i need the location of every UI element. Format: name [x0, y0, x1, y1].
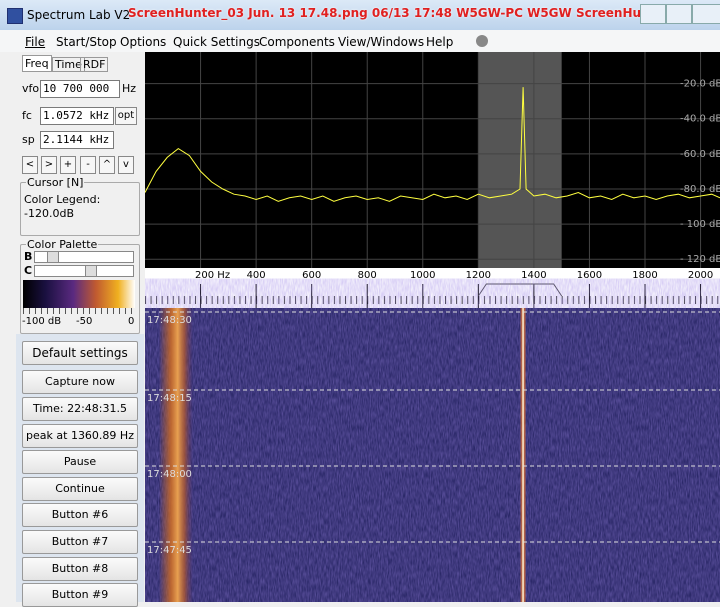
field-label: vfo	[22, 82, 39, 95]
palette-scale: 0	[128, 316, 134, 327]
x-tick-label: 600	[302, 270, 321, 281]
x-tick-label: 400	[247, 270, 266, 281]
nav-button[interactable]: <	[22, 156, 38, 174]
palette-scale: -100 dB	[22, 316, 61, 327]
menu-item[interactable]: File	[25, 35, 45, 49]
y-tick-label: -60.0 dB	[680, 149, 720, 160]
time-label: 17:48:00	[147, 469, 192, 480]
nav-button[interactable]: v	[118, 156, 134, 174]
menu-bar: File Start/Stop Options Quick Settings C…	[0, 30, 720, 52]
button[interactable]: Continue	[22, 477, 138, 501]
menu-item[interactable]: Help	[426, 35, 453, 49]
x-tick-label: 800	[358, 270, 377, 281]
nav-button[interactable]: -	[80, 156, 96, 174]
fc-input[interactable]: 1.0572 kHz	[40, 107, 114, 125]
waterfall-band	[159, 308, 193, 602]
menu-item[interactable]: Options	[120, 35, 166, 49]
spectrum-view: -20.0 dB -40.0 dB -60.0 dB -80.0 dB - 100 dB…	[145, 52, 720, 602]
cursor-text: Color Legend:	[24, 193, 100, 206]
menu-item[interactable]: Start/Stop	[56, 35, 117, 49]
slider[interactable]	[34, 265, 134, 277]
y-tick-label: -40.0 dB	[680, 114, 720, 125]
app-icon	[7, 8, 23, 24]
nav-button[interactable]: +	[60, 156, 76, 174]
button[interactable]: Time: 22:48:31.5	[22, 397, 138, 421]
x-tick-label: 200 Hz	[195, 270, 230, 281]
opt-button[interactable]: opt	[115, 107, 137, 125]
menu-item[interactable]: Components	[259, 35, 335, 49]
field-label: sp	[22, 133, 35, 146]
button[interactable]: Button #8	[22, 557, 138, 581]
x-tick-label: 1400	[521, 270, 546, 281]
palette-scale: -50	[76, 316, 92, 327]
x-tick-label: 2000	[688, 270, 713, 281]
x-tick-label: 1600	[577, 270, 602, 281]
field-label: fc	[22, 109, 32, 122]
button[interactable]: Pause	[22, 450, 138, 474]
highlight-band	[478, 52, 561, 268]
title-bar: Spectrum Lab V2 ScreenHunter_03 Jun. 13 …	[0, 0, 720, 30]
y-tick-label: -20.0 dB	[680, 79, 720, 90]
menu-item[interactable]: View/Windows	[338, 35, 424, 49]
minimize[interactable]	[640, 4, 666, 24]
status-led	[476, 35, 488, 47]
maximize[interactable]	[666, 4, 692, 24]
y-tick-label: -80.0 dB	[680, 184, 720, 195]
time-label: 17:48:15	[147, 393, 192, 404]
group-title: Cursor [N]	[26, 176, 84, 189]
time-label: 17:47:45	[147, 545, 192, 556]
palette-ruler	[23, 308, 135, 314]
field-unit: Hz	[122, 82, 136, 95]
button[interactable]: peak at 1360.89 Hz	[22, 424, 138, 448]
overlay-text: ScreenHunter_03 Jun. 13 17.48.png 06/13 …	[128, 6, 669, 20]
y-tick-label: - 100 dB	[680, 219, 720, 230]
slider-label: B	[24, 250, 32, 263]
slider[interactable]	[34, 251, 134, 263]
slider-label: C	[24, 264, 32, 277]
button[interactable]: Button #6	[22, 503, 138, 527]
ruler-minor-ticks	[145, 296, 720, 308]
group-title: Color Palette	[26, 238, 98, 251]
close[interactable]	[692, 4, 720, 24]
tab[interactable]: RDF	[80, 57, 108, 72]
sp-input[interactable]: 2.1144 kHz	[40, 131, 114, 149]
button[interactable]: Button #7	[22, 530, 138, 554]
nav-button[interactable]: ^	[99, 156, 115, 174]
palette-bar	[23, 280, 135, 308]
button[interactable]: Capture now	[22, 370, 138, 394]
time-label: 17:48:30	[147, 315, 192, 326]
window-title: Spectrum Lab V2	[27, 8, 130, 22]
menu-item[interactable]: Quick Settings	[173, 35, 260, 49]
screen: Spectrum Lab V2 ScreenHunter_03 Jun. 13 …	[0, 0, 720, 602]
waterfall-noise	[145, 308, 720, 602]
button[interactable]: Button #9	[22, 583, 138, 607]
x-tick-label: 1000	[410, 270, 435, 281]
tab[interactable]: Freq	[22, 55, 52, 72]
spectrum-bg	[145, 52, 720, 268]
vfo-input[interactable]: 10 700 000	[40, 80, 120, 98]
nav-button[interactable]: >	[41, 156, 57, 174]
y-tick-label: - 120 dB	[680, 254, 720, 265]
button[interactable]: Default settings	[22, 341, 138, 365]
cursor-text: -120.0dB	[24, 207, 74, 220]
left-panel: Freq Time RDF vfo 10 700 000 Hz fc 1.057…	[0, 52, 146, 602]
x-tick-label: 1800	[632, 270, 657, 281]
x-tick-label: 1200	[466, 270, 491, 281]
